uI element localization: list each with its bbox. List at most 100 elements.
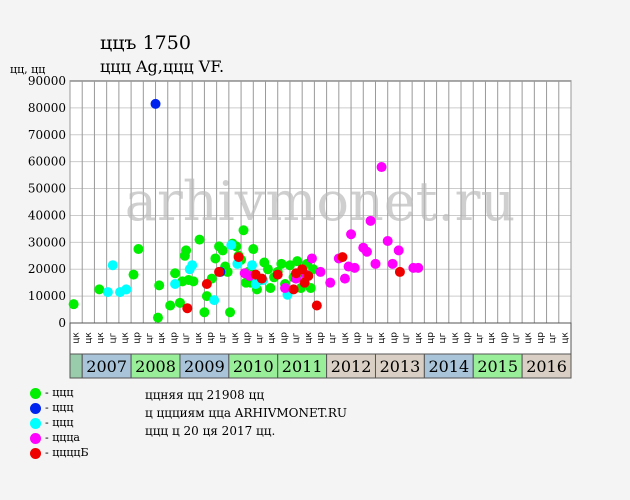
data-point-series-3	[339, 273, 350, 284]
quarter-label: цк	[120, 332, 130, 344]
year-cell	[277, 353, 328, 379]
data-point-series-3	[349, 262, 360, 273]
legend-item-magenta: - цццa	[30, 431, 80, 445]
quarter-label: цг	[512, 332, 522, 343]
data-point-series-2	[102, 287, 113, 298]
y-tick-label: 0	[58, 316, 66, 330]
quarter-label: цр	[499, 332, 509, 344]
legend-marker-magenta	[30, 432, 41, 444]
quarter-label: цк	[340, 332, 350, 344]
year-cell	[179, 353, 230, 379]
info-line-date: ццц ц 20 ця 2017 цц.	[145, 424, 276, 438]
legend-marker-green	[30, 387, 41, 399]
quarter-label: цк	[524, 332, 534, 344]
quarter-label: цк	[377, 332, 387, 344]
year-label: 2011	[282, 357, 323, 376]
data-point-series-3	[413, 262, 424, 273]
quarter-label: цг	[402, 332, 412, 343]
y-tick-label: 10000	[28, 289, 66, 303]
data-point-series-4	[311, 300, 322, 311]
legend-label-green: - ццц	[45, 386, 74, 399]
data-point-series-0	[154, 280, 165, 291]
quarter-label: цг	[548, 332, 558, 343]
quarter-label: цк	[487, 332, 497, 344]
data-point-series-0	[194, 234, 205, 245]
legend-marker-cyan	[30, 417, 41, 429]
data-point-series-3	[280, 283, 291, 294]
data-point-series-0	[133, 244, 144, 255]
legend-item-green: - ццц	[30, 386, 73, 400]
year-cell	[472, 353, 523, 379]
info-line-price: ццняя цц 21908 цц	[145, 388, 265, 402]
y-tick-label: 30000	[28, 235, 66, 249]
y-tick-label: 40000	[28, 208, 66, 222]
data-point-series-1	[150, 98, 161, 109]
quarter-label: цг	[438, 332, 448, 343]
year-cell	[228, 353, 279, 379]
legend-item-red: - ццццБ	[30, 446, 89, 460]
data-point-series-4	[214, 266, 225, 277]
data-point-series-0	[165, 300, 176, 311]
data-point-series-2	[121, 284, 132, 295]
data-point-series-3	[306, 253, 317, 264]
quarter-label: цр	[426, 332, 436, 344]
data-point-series-4	[272, 269, 283, 280]
data-point-series-3	[376, 162, 387, 173]
quarter-label: цк	[84, 332, 94, 344]
data-point-series-0	[265, 283, 276, 294]
data-point-series-4	[201, 279, 212, 290]
quarter-label: цр	[389, 332, 399, 344]
quarter-label: цк	[450, 332, 460, 344]
data-point-series-0	[128, 269, 139, 280]
quarter-label: цр	[279, 332, 289, 344]
y-tick-label: 70000	[28, 128, 66, 142]
data-point-series-3	[325, 277, 336, 288]
data-point-series-0	[201, 291, 212, 302]
info-line-source: ц ццциям цца ARHIVMONET.RU	[145, 406, 347, 420]
year-cell	[374, 353, 425, 379]
quarter-label: цг	[475, 332, 485, 343]
data-point-series-0	[174, 297, 185, 308]
data-point-series-3	[361, 246, 372, 257]
data-point-series-3	[393, 245, 404, 256]
quarter-label: цк	[304, 332, 314, 344]
quarter-label: цр	[353, 332, 363, 344]
quarter-label: цк	[267, 332, 277, 344]
data-point-series-0	[238, 225, 249, 236]
quarter-label: цк	[194, 332, 204, 344]
quarter-label: цр	[463, 332, 473, 344]
data-point-series-4	[256, 273, 267, 284]
year-label: 2008	[135, 357, 176, 376]
data-point-series-0	[199, 307, 210, 318]
data-point-series-0	[181, 245, 192, 256]
quarter-label: цг	[108, 332, 118, 343]
y-tick-label: 80000	[28, 101, 66, 115]
quarter-label: цр	[243, 332, 253, 344]
year-label: 2016	[526, 357, 567, 376]
year-label: 2014	[428, 357, 469, 376]
legend-label-red: - ццццБ	[45, 446, 89, 459]
data-point-series-3	[365, 215, 376, 226]
data-point-series-2	[170, 279, 181, 290]
legend-item-blue: - ццц	[30, 401, 73, 415]
legend-label-cyan: - ццц	[45, 416, 74, 429]
quarter-label: цг	[218, 332, 228, 343]
watermark: arhivmonet.ru	[125, 170, 515, 233]
quarter-label: цк	[157, 332, 167, 344]
year-cell	[81, 353, 132, 379]
chart-title: ццъ 1750	[100, 32, 191, 54]
data-point-series-2	[247, 260, 258, 271]
quarter-label: цк	[560, 332, 570, 344]
legend-marker-blue	[30, 402, 41, 414]
data-point-series-0	[262, 264, 273, 275]
data-point-series-2	[209, 295, 220, 306]
data-point-series-4	[297, 264, 308, 275]
year-cell	[423, 353, 474, 379]
quarter-label: цр	[316, 332, 326, 344]
data-point-series-3	[382, 235, 393, 246]
data-point-series-0	[94, 284, 105, 295]
year-label: 2013	[380, 357, 421, 376]
quarter-label: цр	[206, 332, 216, 344]
quarter-label: цк	[230, 332, 240, 344]
